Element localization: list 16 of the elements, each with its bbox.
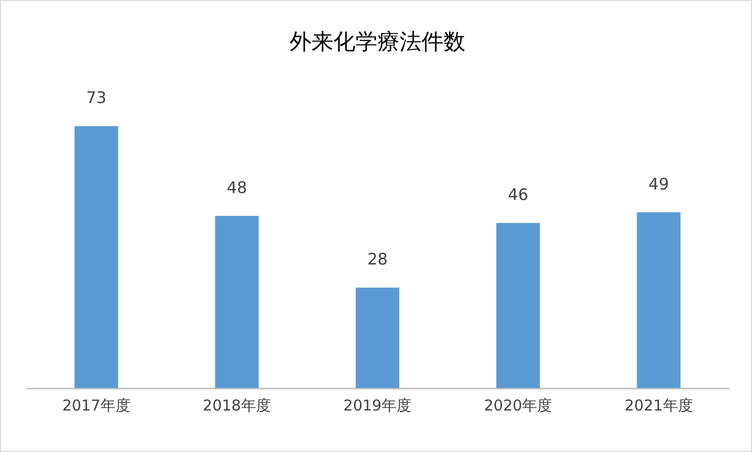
bar [215, 216, 259, 388]
data-label: 73 [86, 88, 106, 108]
bar [356, 288, 400, 388]
data-label: 48 [226, 178, 248, 197]
bar [74, 126, 118, 388]
x-tick-label: 2021年度 [624, 396, 693, 414]
x-tick-label: 2017年度 [62, 396, 130, 414]
x-tick-label: 2020年度 [484, 396, 552, 414]
data-label: 46 [508, 185, 528, 204]
x-tick-label: 2018年度 [202, 396, 271, 414]
chart-title: 外来化学療法件数 [290, 30, 466, 56]
data-label: 28 [367, 250, 388, 269]
x-tick-label: 2019年度 [343, 396, 412, 414]
bar [496, 223, 540, 388]
data-label: 49 [648, 174, 669, 194]
bar [636, 212, 680, 388]
